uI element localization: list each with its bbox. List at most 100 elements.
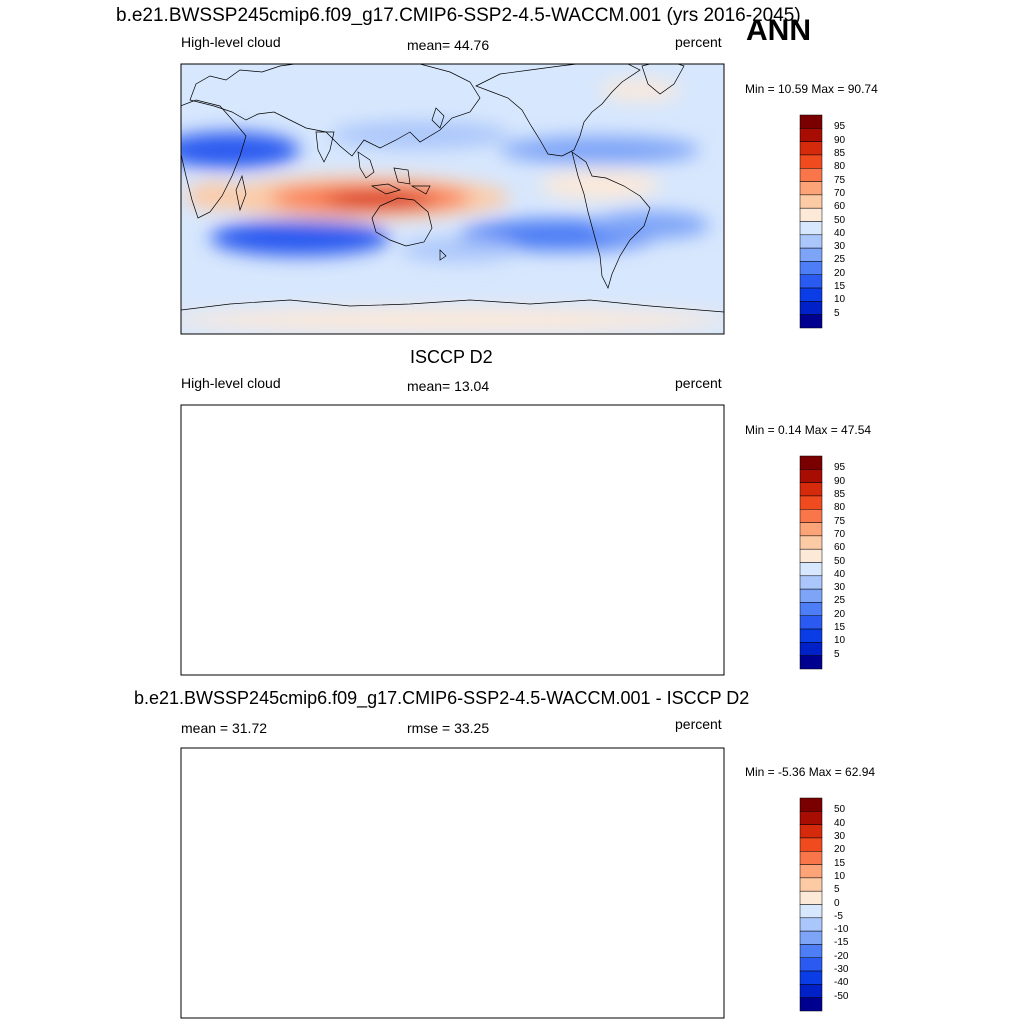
- colorbar-label: 10: [834, 294, 846, 306]
- colorbar-label: -15: [834, 937, 849, 949]
- colorbar-label: 25: [834, 254, 846, 266]
- colorbar-label: 85: [834, 147, 846, 159]
- colorbar-swatch: [799, 234, 823, 249]
- colorbar-label: 0: [834, 897, 840, 909]
- panel2-map: [170, 399, 730, 675]
- panel2-mean-label: mean= 13.04: [407, 378, 490, 394]
- colorbar-swatch: [799, 455, 823, 470]
- colorbar-swatch: [799, 575, 823, 590]
- colorbar-label: 20: [834, 844, 846, 856]
- panel1-frame: [180, 63, 725, 335]
- colorbar-label: -5: [834, 910, 843, 922]
- colorbar-label: 15: [834, 622, 846, 634]
- colorbar-swatch: [799, 221, 823, 236]
- colorbar-swatch: [799, 301, 823, 315]
- panel2-units-label: percent: [675, 375, 722, 391]
- colorbar-label: 20: [834, 267, 846, 279]
- colorbar-swatch: [799, 154, 823, 169]
- colorbar-label: 75: [834, 174, 846, 186]
- colorbar-swatch: [799, 655, 823, 670]
- season-label: ANN: [746, 14, 811, 47]
- colorbar-swatch: [799, 548, 823, 563]
- colorbar-swatch: [799, 522, 823, 537]
- panel3-mean-label: mean = 31.72: [181, 720, 268, 736]
- colorbar-label: 80: [834, 502, 846, 514]
- colorbar-label: 25: [834, 595, 846, 607]
- colorbar-label: -10: [834, 924, 849, 936]
- colorbar-label: 90: [834, 475, 846, 487]
- colorbar-label: 5: [834, 648, 840, 660]
- colorbar-swatch: [799, 797, 823, 812]
- colorbar-label: 95: [834, 462, 846, 474]
- colorbar-swatch: [799, 997, 823, 1012]
- colorbar-swatch: [799, 904, 823, 919]
- colorbar-swatch: [799, 824, 823, 839]
- colorbar-label: 80: [834, 161, 846, 173]
- colorbar-swatch: [799, 837, 823, 852]
- colorbar-label: 40: [834, 817, 846, 829]
- colorbar-label: 10: [834, 870, 846, 882]
- colorbar-swatch: [799, 984, 823, 998]
- colorbar-label: 20: [834, 608, 846, 620]
- colorbar-label: 60: [834, 201, 846, 213]
- colorbar-swatch: [799, 957, 823, 972]
- colorbar-swatch: [799, 469, 823, 483]
- panel1-left-label: High-level cloud: [181, 34, 281, 50]
- panel3-minmax: Min = -5.36 Max = 62.94: [745, 765, 876, 779]
- colorbar-label: 10: [834, 635, 846, 647]
- colorbar-label: 85: [834, 488, 846, 500]
- colorbar-swatch: [799, 207, 823, 222]
- colorbar-label: 75: [834, 515, 846, 527]
- colorbar-swatch: [799, 535, 823, 550]
- colorbar-swatch: [799, 970, 823, 985]
- colorbar-swatch: [799, 274, 823, 289]
- colorbar-label: 15: [834, 281, 846, 293]
- colorbar-swatch: [799, 495, 823, 510]
- colorbar-label: 5: [834, 307, 840, 319]
- panel1-map: [181, 64, 724, 334]
- colorbar-label: -20: [834, 950, 849, 962]
- panel2-title: ISCCP D2: [410, 347, 493, 367]
- colorbar-swatch: [799, 141, 823, 156]
- colorbar-swatch: [799, 851, 823, 865]
- panel2-frame: [180, 404, 725, 676]
- colorbar-swatch: [799, 930, 823, 945]
- colorbar-swatch: [799, 509, 823, 523]
- colorbar-label: 50: [834, 555, 846, 567]
- colorbar-label: 5: [834, 884, 840, 896]
- colorbar-label: 60: [834, 542, 846, 554]
- colorbar-swatch: [799, 877, 823, 892]
- colorbar-swatch: [799, 314, 823, 329]
- panel3-units-label: percent: [675, 716, 722, 732]
- colorbar-swatch: [799, 181, 823, 196]
- panel2-left-label: High-level cloud: [181, 375, 281, 391]
- colorbar-label: 30: [834, 830, 846, 842]
- panel1-title: b.e21.BWSSP245cmip6.f09_g17.CMIP6-SSP2-4…: [116, 5, 801, 26]
- colorbar-label: 50: [834, 804, 846, 816]
- colorbar-swatch: [799, 168, 823, 182]
- panel3-frame: [180, 747, 725, 1019]
- colorbar-swatch: [799, 247, 823, 262]
- colorbar-swatch: [799, 194, 823, 209]
- colorbar-swatch: [799, 890, 823, 905]
- colorbar-label: 30: [834, 241, 846, 253]
- colorbar-swatch: [799, 602, 823, 616]
- panel2-minmax: Min = 0.14 Max = 47.54: [745, 423, 872, 437]
- colorbar-swatch: [799, 562, 823, 577]
- colorbar-swatch: [799, 588, 823, 603]
- colorbar-label: -50: [834, 990, 849, 1002]
- colorbar-swatch: [799, 261, 823, 275]
- colorbar-swatch: [799, 811, 823, 825]
- colorbar-swatch: [799, 944, 823, 958]
- colorbar-label: 95: [834, 121, 846, 133]
- colorbar-label: 70: [834, 528, 846, 540]
- colorbar-swatch: [799, 615, 823, 630]
- colorbar-label: 40: [834, 227, 846, 239]
- colorbar-swatch: [799, 287, 823, 302]
- colorbar-swatch: [799, 642, 823, 656]
- colorbar-label: -30: [834, 964, 849, 976]
- panel1-units-label: percent: [675, 34, 722, 50]
- colorbar-swatch: [799, 482, 823, 497]
- panel3-rmse-label: rmse = 33.25: [407, 720, 490, 736]
